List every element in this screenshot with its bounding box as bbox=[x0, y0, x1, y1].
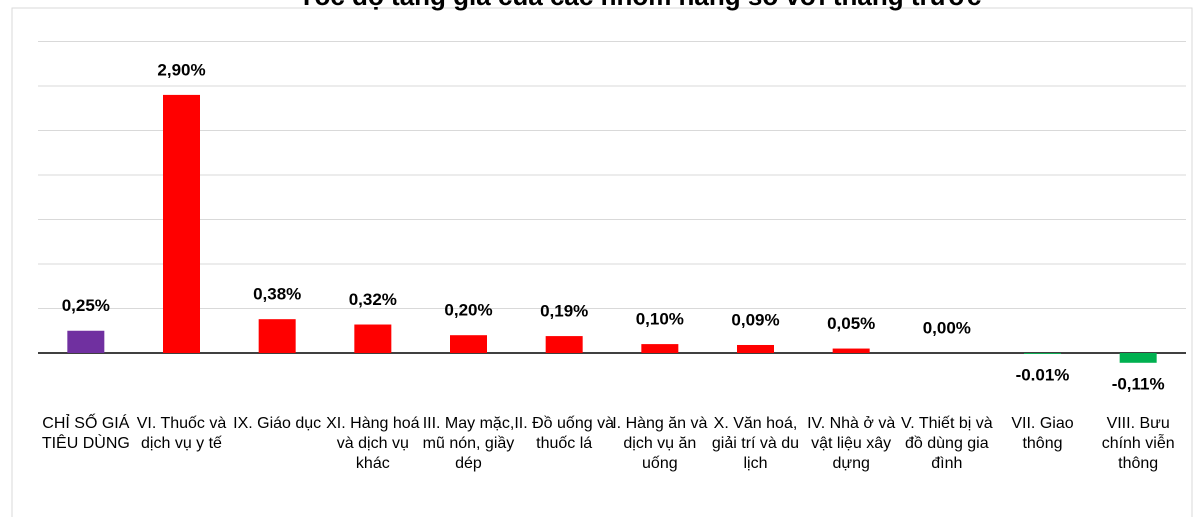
chart-frame bbox=[11, 7, 1193, 517]
x-tick-label: XI. Hàng hoá và dịch vụ khác bbox=[326, 415, 420, 472]
x-tick-label: III. May mặc, mũ nón, giầy dép bbox=[422, 415, 515, 472]
bar bbox=[545, 336, 583, 353]
bar bbox=[1024, 353, 1061, 354]
bar bbox=[354, 324, 392, 353]
data-label: 2,90% bbox=[157, 60, 205, 79]
x-tick-label: I. Hàng ăn và dịch vụ ăn uống bbox=[612, 415, 708, 472]
data-label: 0,38% bbox=[253, 285, 301, 304]
x-tick-label: II. Đồ uống và thuốc lá bbox=[514, 415, 614, 452]
bar bbox=[737, 344, 774, 353]
x-tick-label: CHỈ SỐ GIÁ TIÊU DÙNG bbox=[41, 415, 130, 452]
chart-title: Tốc độ tăng giá của các nhóm hàng so với… bbox=[299, 0, 982, 11]
data-label: -0.01% bbox=[1016, 365, 1070, 384]
x-tick-label: X. Văn hoá, giải trí và du lịch bbox=[711, 415, 800, 472]
x-tick-label: VIII. Bưu chính viễn thông bbox=[1101, 415, 1175, 472]
bar bbox=[1119, 353, 1157, 363]
data-label: 0,20% bbox=[444, 301, 492, 320]
x-tick-label: V. Thiết bị và đồ dùng gia đình bbox=[901, 415, 993, 472]
data-label: 0,32% bbox=[349, 290, 397, 309]
data-label: -0,11% bbox=[1112, 374, 1165, 393]
bar bbox=[450, 335, 487, 353]
data-label: 0,19% bbox=[540, 302, 588, 321]
x-tick-label: IV. Nhà ở và vật liệu xây dựng bbox=[807, 415, 896, 472]
x-tick-label: IX. Giáo dục bbox=[233, 415, 322, 432]
x-tick-label: VI. Thuốc và dịch vụ y tế bbox=[136, 415, 227, 452]
data-label: 0,10% bbox=[636, 310, 684, 329]
bar bbox=[163, 94, 200, 354]
data-label: 0,09% bbox=[731, 310, 779, 329]
bar bbox=[67, 330, 105, 353]
data-label: 0,00% bbox=[923, 318, 971, 337]
bar bbox=[641, 344, 679, 353]
data-label: 0,05% bbox=[827, 314, 875, 333]
bar bbox=[258, 319, 296, 353]
x-tick-label: VII. Giao thông bbox=[1011, 415, 1074, 452]
data-label: 0,25% bbox=[62, 296, 110, 315]
bar bbox=[832, 348, 870, 353]
